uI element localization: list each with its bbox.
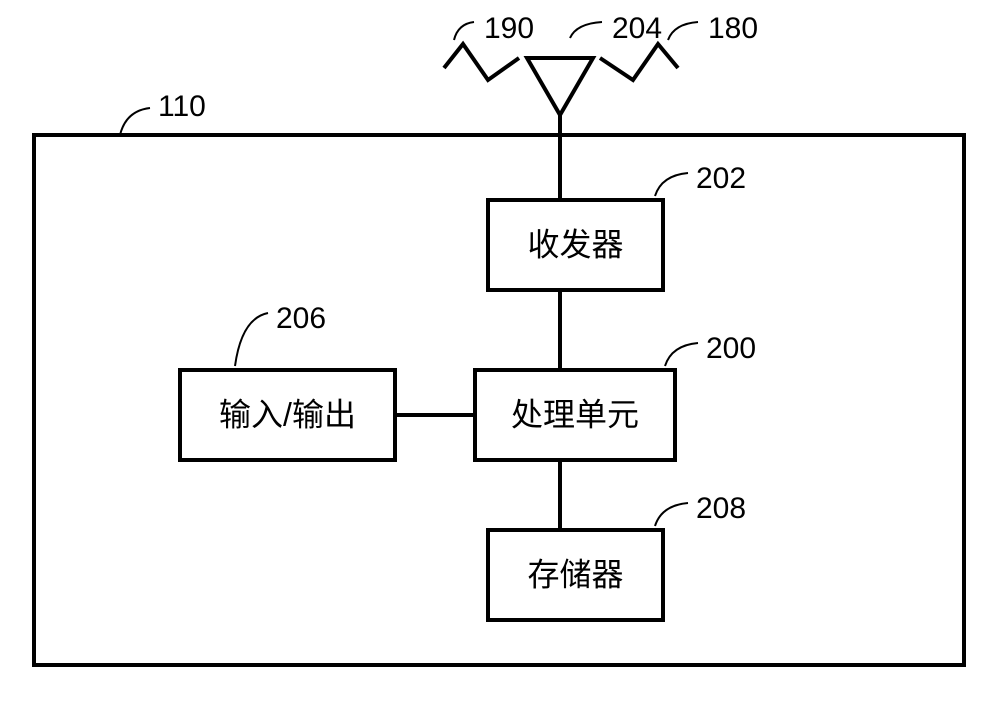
antenna-icon [527, 58, 593, 115]
io-ref: 206 [276, 302, 326, 335]
antenna-ref: 204 [612, 12, 662, 45]
bolt-right-ref: 180 [708, 12, 758, 45]
bolt-left-ref: 190 [484, 12, 534, 45]
container-ref: 110 [158, 90, 206, 123]
transceiver-label: 收发器 [527, 226, 623, 262]
memory-ref: 208 [696, 492, 746, 525]
transceiver-ref: 202 [696, 162, 746, 195]
processing-label: 处理单元 [511, 396, 639, 432]
processing-ref: 200 [706, 332, 756, 365]
io-label: 输入/输出 [219, 396, 356, 432]
memory-label: 存储器 [527, 556, 623, 592]
